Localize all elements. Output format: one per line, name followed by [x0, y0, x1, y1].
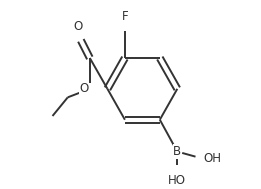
Text: HO: HO: [168, 174, 186, 187]
Text: OH: OH: [203, 152, 221, 165]
Text: O: O: [73, 20, 82, 33]
Text: O: O: [79, 82, 88, 95]
Text: B: B: [173, 145, 181, 158]
Text: F: F: [122, 10, 128, 23]
